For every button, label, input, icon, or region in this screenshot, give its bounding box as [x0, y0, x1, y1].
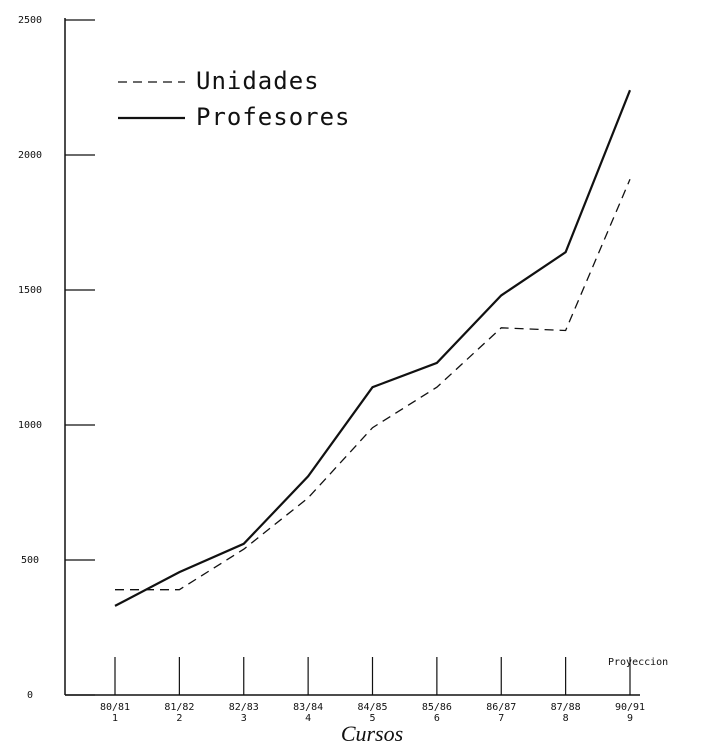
- y-tick-label: 1000: [18, 420, 42, 431]
- legend-label: Profesores: [196, 103, 351, 131]
- y-tick-label: 0: [27, 690, 33, 701]
- y-tick-label: 500: [21, 555, 39, 566]
- x-tick-label: 86/87: [486, 702, 516, 713]
- y-tick-label: 2000: [18, 150, 42, 161]
- x-tick-number: 1: [112, 713, 118, 724]
- x-tick-number: 8: [563, 713, 569, 724]
- x-tick-label: 90/91: [615, 702, 645, 713]
- x-tick-label: 84/85: [357, 702, 387, 713]
- y-tick-label: 1500: [18, 285, 42, 296]
- x-tick-number: 4: [305, 713, 311, 724]
- x-tick-number: 3: [241, 713, 247, 724]
- x-tick-label: 80/81: [100, 702, 130, 713]
- x-tick-label: 85/86: [422, 702, 452, 713]
- legend-label: Unidades: [196, 67, 320, 95]
- series-line: [114, 89, 632, 607]
- series-line: [115, 179, 631, 591]
- x-axis-label: Cursos: [341, 721, 403, 746]
- x-tick-number: 6: [434, 713, 440, 724]
- x-tick-label: 83/84: [293, 702, 323, 713]
- x-tick-label: 87/88: [551, 702, 581, 713]
- x-tick-number: 2: [176, 713, 182, 724]
- annotation: Proyeccion: [608, 657, 668, 668]
- x-tick-number: 9: [627, 713, 633, 724]
- x-tick-label: 82/83: [229, 702, 259, 713]
- y-tick-label: 2500: [18, 15, 42, 26]
- x-tick-number: 7: [498, 713, 504, 724]
- x-tick-label: 81/82: [164, 702, 194, 713]
- x-tick-number: 5: [369, 713, 375, 724]
